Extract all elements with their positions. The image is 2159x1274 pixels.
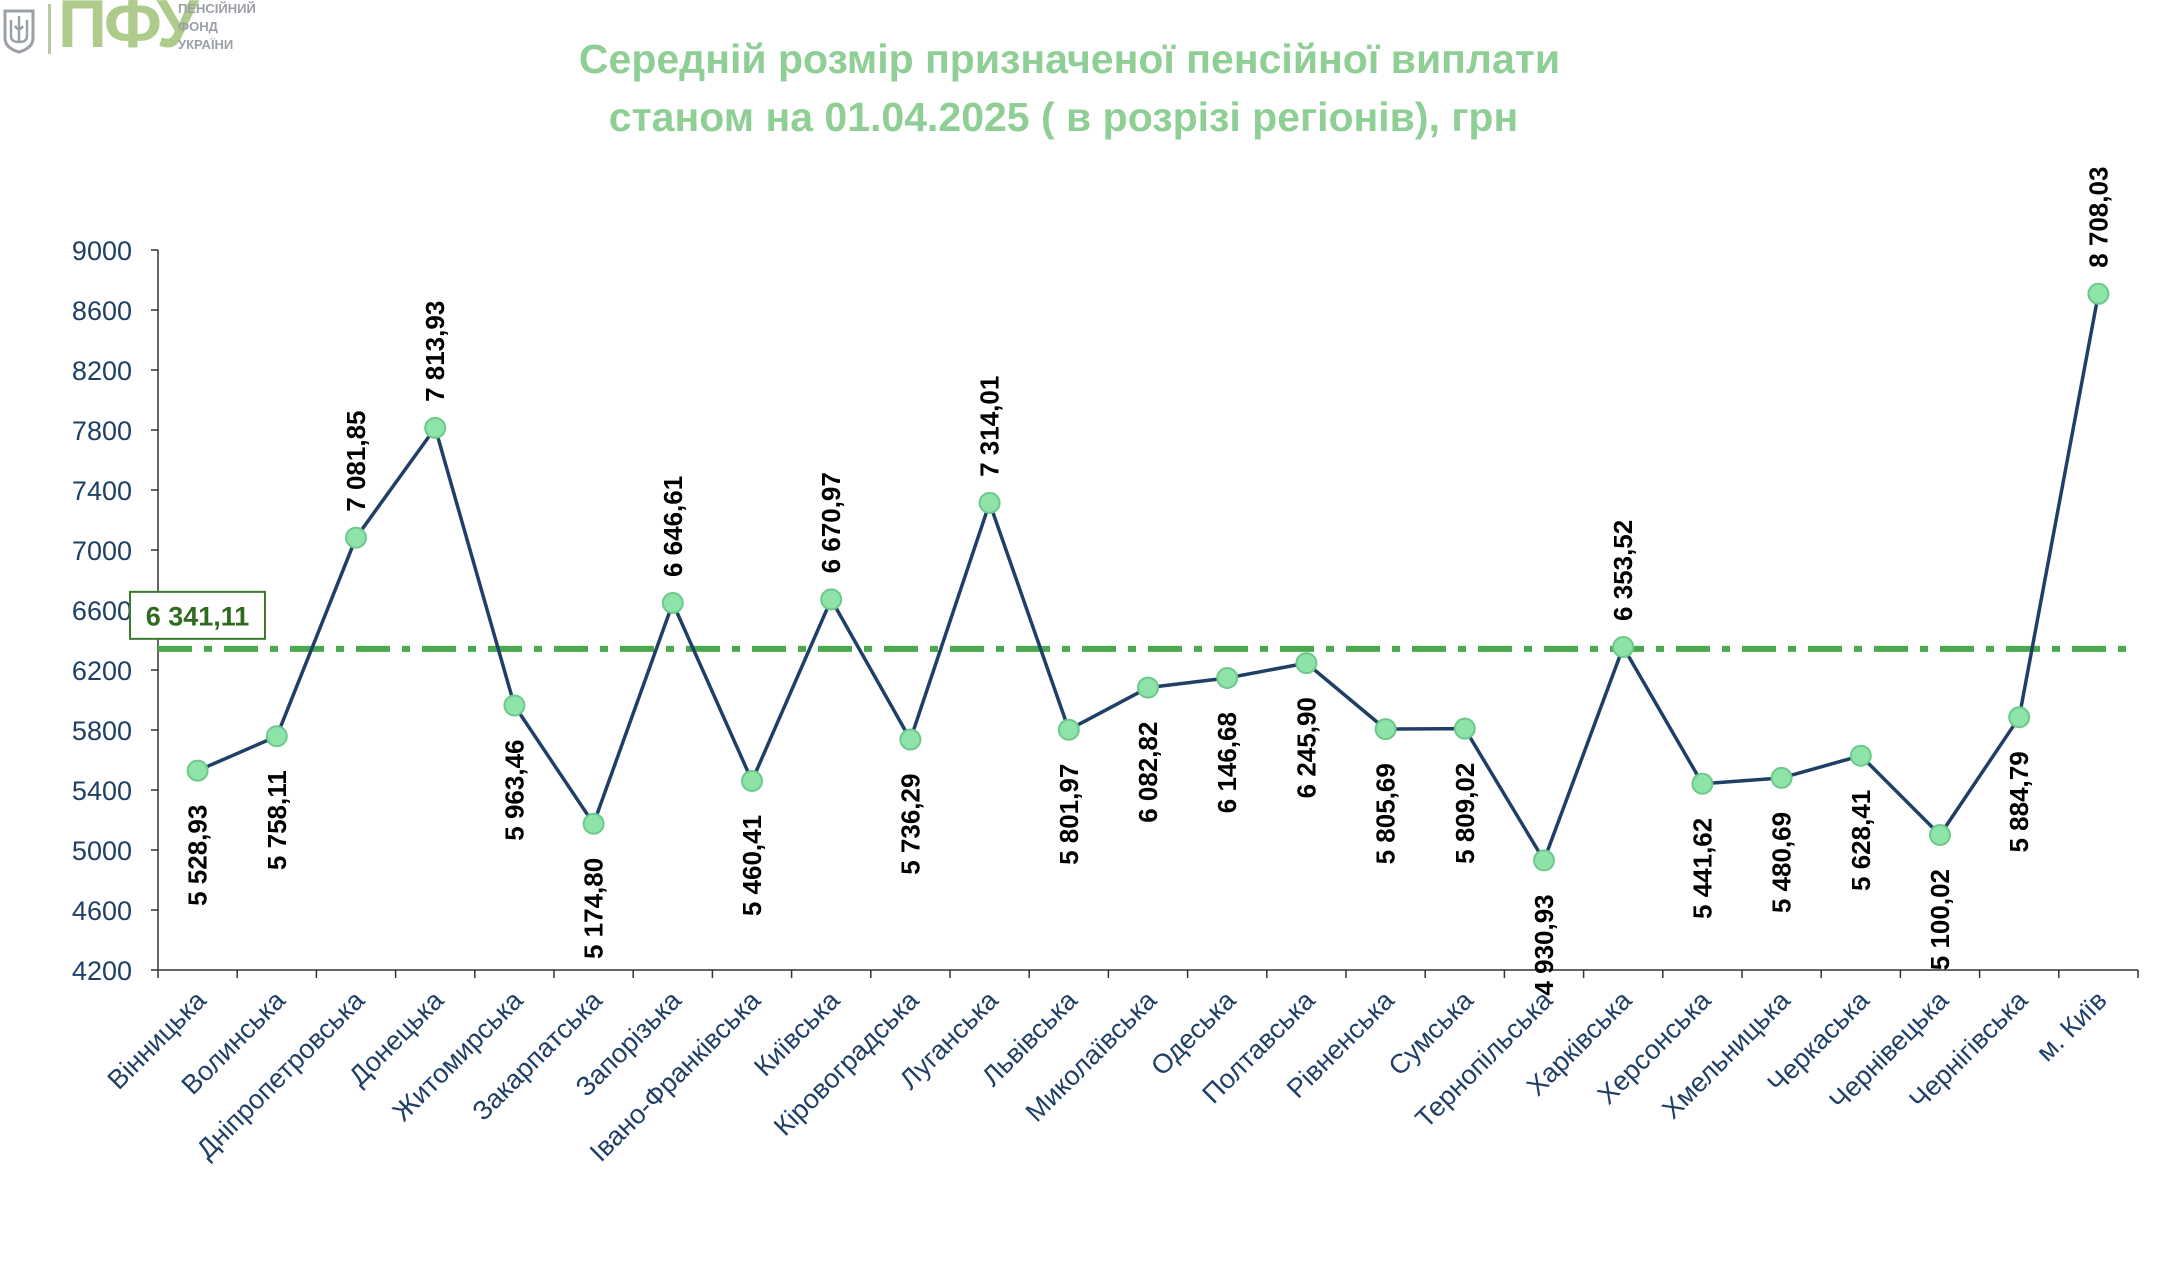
data-label: 6 245,90 (1291, 697, 1321, 798)
data-label: 5 460,41 (737, 815, 767, 916)
logo-text-line3: УКРАЇНИ (178, 37, 234, 52)
y-tick-label: 4200 (72, 956, 132, 986)
data-label: 6 353,52 (1608, 520, 1638, 621)
logo-separator (48, 4, 51, 54)
logo-text: ПЕНСІЙНИЙ ФОНД УКРАЇНИ (178, 0, 268, 54)
data-point (661, 592, 684, 615)
y-tick-label: 4600 (72, 896, 132, 926)
data-label: 5 884,79 (2004, 751, 2034, 852)
x-axis: ВінницькаВолинськаДніпропетровськаДонець… (102, 969, 2139, 1167)
data-label: 6 146,68 (1212, 712, 1242, 813)
x-tick-label: Кіровоградська (768, 984, 925, 1141)
x-tick-label: м. Київ (2030, 985, 2112, 1067)
data-label: 5 963,46 (499, 739, 529, 840)
data-label: 4 930,93 (1529, 894, 1559, 995)
data-label: 7 081,85 (341, 411, 371, 512)
y-tick-label: 7400 (72, 476, 132, 506)
data-point (1849, 744, 1872, 767)
y-axis: 4200 4600 5000 5400 5800 6200 6600 7000 7400 7800… (72, 236, 159, 986)
data-label: 5 441,62 (1687, 818, 1717, 919)
logo-text-line2: ФОНД (178, 19, 218, 34)
data-label: 5 528,93 (183, 805, 213, 906)
chart-title: Середній розмір призначеної пенсійної ви… (0, 30, 2159, 146)
data-point (741, 769, 763, 792)
average-label: 6 341,11 (146, 601, 250, 631)
data-point (1295, 652, 1318, 675)
data-label: 6 670,97 (816, 472, 846, 573)
trident-emblem-icon (3, 9, 35, 54)
data-point (820, 588, 843, 611)
data-point (1770, 766, 1793, 789)
y-tick-label: 6200 (72, 656, 132, 686)
data-label: 5 480,69 (1767, 812, 1797, 913)
chart-title-line2: станом на 01.04.2025 ( в розрізі регіоні… (608, 94, 1519, 140)
data-point (1374, 718, 1397, 741)
y-tick-label: 5400 (72, 776, 132, 806)
y-tick-label: 9000 (72, 236, 132, 266)
data-label: 5 100,02 (1925, 869, 1955, 970)
data-label: 7 813,93 (420, 301, 450, 402)
y-tick-label: 5800 (72, 716, 132, 746)
logo-mark: ПФУ (58, 0, 199, 62)
data-label: 5 758,11 (262, 770, 292, 870)
logo-text-line1: ПЕНСІЙНИЙ (178, 1, 256, 16)
data-point (1533, 849, 1555, 872)
chart-title-line1: Середній розмір призначеної пенсійної ви… (578, 36, 1561, 82)
data-point (503, 694, 526, 717)
y-tick-label: 7800 (72, 416, 132, 446)
y-tick-label: 7000 (72, 536, 132, 566)
data-point (265, 725, 288, 748)
data-label: 5 628,41 (1846, 790, 1876, 891)
pfu-logo: ПФУ ПЕНСІЙНИЙ ФОНД УКРАЇНИ (0, 0, 260, 62)
y-tick-label: 8600 (72, 296, 132, 326)
x-tick-label: Тернопільська (1409, 984, 1558, 1133)
data-point (1137, 676, 1159, 699)
data-point (1216, 666, 1239, 689)
data-point (1453, 717, 1476, 740)
data-label: 5 736,29 (895, 774, 925, 875)
data-labels-group: 5 528,93 5 758,11 7 081,85 7 813,93 5 963,46… (183, 167, 2114, 996)
data-label: 5 801,97 (1054, 764, 1084, 865)
data-points-group (186, 282, 2110, 872)
y-tick-label: 6600 (72, 596, 132, 626)
data-label: 6 646,61 (658, 476, 688, 577)
data-label: 8 708,03 (2083, 167, 2113, 268)
data-point (2008, 706, 2031, 729)
average-label-box (129, 590, 266, 640)
data-label: 6 082,82 (1133, 722, 1163, 823)
y-tick-label: 8200 (72, 356, 132, 386)
data-point (2087, 282, 2110, 305)
data-label: 5 174,80 (579, 858, 609, 959)
data-point (345, 526, 367, 549)
data-point (899, 728, 922, 751)
average-line-group: 6 341,11 (129, 590, 2138, 652)
data-point (582, 812, 605, 835)
data-point (1612, 635, 1635, 658)
data-point (1691, 772, 1714, 795)
data-point (1929, 823, 1951, 846)
data-point (186, 759, 209, 782)
y-tick-label: 5000 (72, 836, 132, 866)
data-label: 5 809,02 (1450, 763, 1480, 864)
data-label: 5 805,69 (1371, 763, 1401, 864)
data-point (978, 491, 1001, 514)
data-point (1057, 718, 1080, 741)
data-label: 7 314,01 (975, 376, 1005, 477)
data-point (424, 416, 447, 439)
